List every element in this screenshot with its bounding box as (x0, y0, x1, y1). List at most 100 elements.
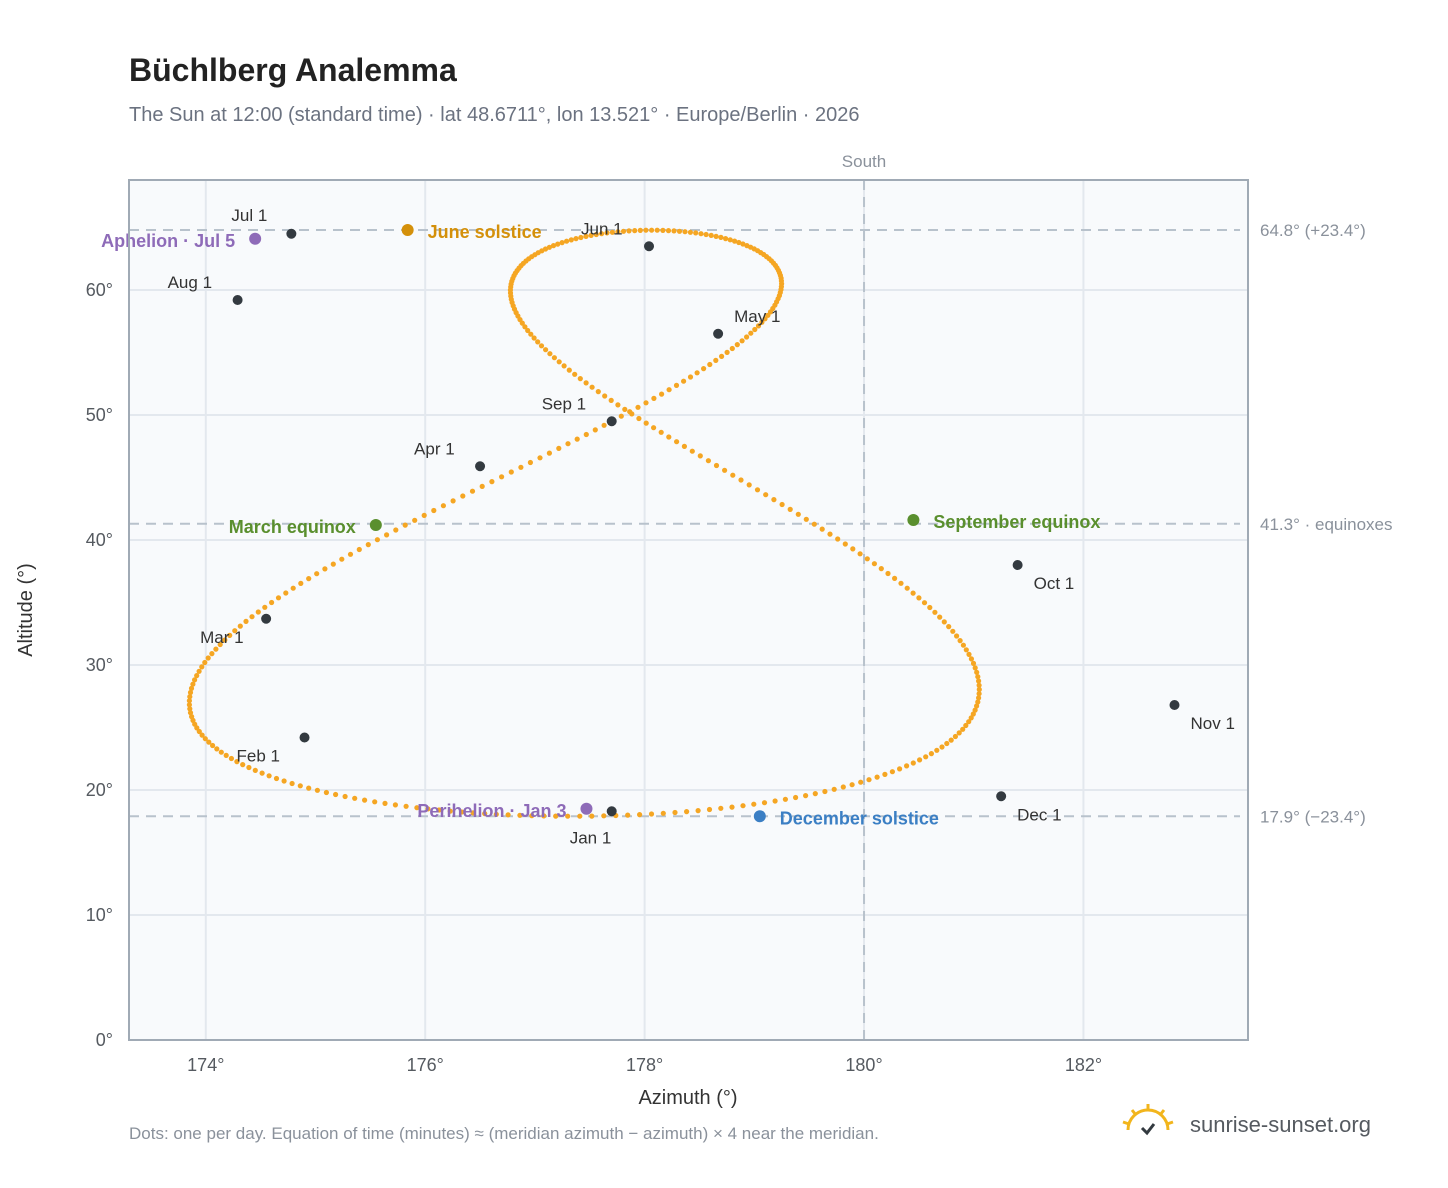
event-marker-dot (580, 802, 593, 815)
analemma-dot (525, 327, 531, 334)
analemma-dot (306, 576, 312, 582)
analemma-dot (459, 809, 465, 815)
month-marker-dot (475, 461, 486, 472)
x-axis-ticks: 174° 176° 178° 180° 182° (187, 1055, 1102, 1075)
analemma-dot (374, 537, 380, 543)
analemma-dot (421, 512, 427, 519)
analemma-dot (262, 604, 268, 610)
analemma-dot (782, 796, 789, 802)
analemma-dot (402, 522, 408, 528)
month-markers: Jan 1 Feb 1 Mar 1 Apr 1 May 1 Jun 1 Jul 1 Aug 1… (168, 206, 1235, 848)
analemma-dot (342, 793, 348, 800)
analemma-dot (660, 227, 666, 233)
analemma-dot (752, 326, 758, 333)
analemma-dot (609, 229, 616, 235)
analemma-dot (218, 749, 224, 755)
analemma-dot (803, 793, 809, 799)
analemma-dot (602, 393, 608, 399)
analemma-dot (751, 801, 757, 807)
analemma-dot (701, 366, 707, 372)
analemma-dot (651, 425, 657, 431)
event-marker-label: Perihelion · Jan 3 (417, 801, 566, 821)
analemma-dot (186, 698, 192, 704)
event-marker-label: December solstice (780, 808, 939, 828)
analemma-dot (674, 439, 680, 445)
analemma-dot (917, 757, 923, 763)
month-marker-label: Oct 1 (1034, 574, 1075, 593)
analemma-dot (565, 441, 571, 447)
analemma-dot (352, 795, 358, 801)
plot-background (129, 180, 1248, 1040)
analemma-dot (722, 467, 728, 473)
event-marker-dot (907, 514, 920, 526)
analemma-dot (695, 808, 701, 814)
month-marker-dot (606, 806, 617, 817)
analemma-dot (963, 722, 969, 729)
analemma-dot (362, 797, 368, 803)
analemma-dot (972, 665, 978, 671)
analemma-dot (572, 371, 578, 377)
analemma-dot (538, 343, 545, 349)
analemma-dot (255, 609, 261, 615)
analemma-dot (705, 458, 712, 464)
analemma-dot (765, 312, 771, 318)
analemma-dot (298, 580, 304, 587)
analemma-dot (811, 521, 817, 527)
event-markers: March equinox September equinox June solst… (101, 222, 1100, 828)
analemma-dot (535, 339, 541, 345)
analemma-dot (916, 595, 922, 601)
analemma-dot (542, 246, 549, 252)
analemma-dot (976, 678, 982, 684)
analemma-dot (392, 802, 398, 808)
analemma-dot (403, 803, 409, 809)
month-marker-label: Mar 1 (200, 628, 243, 647)
analemma-dot (559, 240, 565, 246)
analemma-dot (659, 391, 665, 397)
analemma-dot (793, 794, 799, 801)
analemma-dot (493, 811, 499, 817)
analemma-dot (626, 228, 632, 234)
month-marker-label: Apr 1 (414, 439, 455, 458)
analemma-dot (620, 228, 627, 234)
analemma-dot (713, 357, 719, 363)
analemma-dot (543, 347, 549, 353)
analemma-dot (898, 580, 904, 586)
analemma-dot (636, 415, 642, 422)
month-marker-label: Jan 1 (570, 828, 612, 847)
analemma-dot (333, 791, 339, 798)
analemma-dot (187, 694, 193, 700)
event-marker-dot (753, 810, 766, 823)
y-tick-label: 60° (86, 280, 113, 300)
analemma-dot (447, 808, 453, 814)
analemma-dot (787, 506, 793, 512)
month-marker-dot (261, 613, 272, 624)
analemma-dot (577, 813, 583, 819)
analemma-dot (372, 799, 378, 805)
analemma-dot (187, 689, 194, 696)
y-axis-ticks: 0° 10° 20° 30° 40° 50° 60° (86, 280, 113, 1050)
analemma-dot (537, 455, 543, 461)
analemma-dot (508, 469, 514, 475)
analemma-dot (356, 546, 362, 553)
analemma-dot (214, 746, 220, 752)
analemma-dot (384, 532, 390, 538)
analemma-dot (729, 804, 735, 810)
analemma-dot (577, 376, 583, 382)
analemma-dot (604, 230, 610, 236)
event-marker-dot (249, 232, 262, 245)
analemma-dot (330, 561, 336, 567)
brand-logo[interactable]: sunrise-sunset.org (1120, 1100, 1420, 1150)
analemma-dot (734, 342, 740, 348)
analemma-dot (970, 660, 977, 667)
analemma-dot (547, 351, 553, 357)
analemma-dot (240, 762, 246, 768)
analemma-dot (934, 747, 940, 753)
analemma-dot (960, 642, 967, 648)
analemma-dot (599, 231, 605, 237)
analemma-dot (648, 811, 655, 817)
analemma-dot (275, 595, 282, 601)
analemma-dot (937, 614, 943, 620)
analemma-dot (196, 668, 202, 674)
analemma-dot (885, 570, 891, 577)
analemma-dot (658, 429, 664, 435)
